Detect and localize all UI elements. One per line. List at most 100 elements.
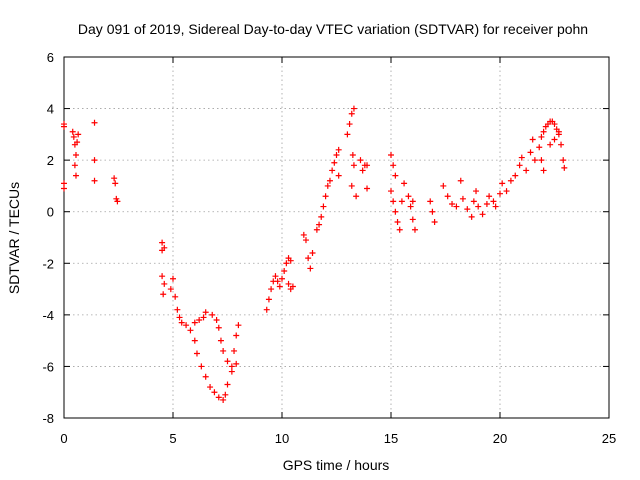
data-point [285,280,292,287]
data-point [468,213,475,220]
y-tick-label: 0 [47,205,54,220]
data-point [235,322,242,329]
data-point [72,172,79,179]
data-point [390,198,397,205]
data-point [61,123,67,130]
data-point [392,208,399,215]
axis-ticks: 0 5 10 15 20 25 -8 -6 -4 -2 0 2 4 6 [42,50,616,446]
data-point [215,324,222,331]
data-point [220,396,227,403]
data-point [265,296,272,303]
data-point [217,337,224,344]
data-point [523,167,530,174]
data-point [555,128,562,135]
data-point [215,394,222,401]
data-point [405,193,412,200]
y-tick-label: 4 [47,102,54,117]
data-point [453,203,460,210]
x-tick-label: 25 [602,431,616,446]
data-point [224,381,231,388]
data-point [540,167,547,174]
data-point [72,151,79,158]
data-point [281,268,288,275]
data-point [191,319,198,326]
data-point [473,188,480,195]
data-point [69,128,76,135]
x-tick-label: 5 [169,431,176,446]
data-point [398,198,405,205]
data-point [193,350,200,357]
data-point [91,119,98,126]
data-point [512,172,519,179]
data-point [538,133,545,140]
x-tick-label: 0 [60,431,67,446]
data-point [200,314,207,321]
data-point [479,211,486,218]
data-point [279,275,285,282]
y-tick-label: 6 [47,50,54,65]
data-point [401,180,408,187]
data-point [392,172,399,179]
data-point [320,203,327,210]
data-point [161,244,168,251]
data-point [289,283,296,290]
data-point [364,185,371,192]
data-point [440,182,447,189]
data-point [287,257,294,264]
data-point [431,219,438,226]
data-point [529,136,536,143]
data-point [160,291,167,298]
data-point [561,164,568,171]
data-point [309,249,316,256]
data-point [407,203,414,210]
data-point [302,237,309,244]
data-point [172,293,179,300]
data-point [527,149,534,156]
data-point [409,198,416,205]
data-point [70,133,77,140]
data-point [211,389,218,396]
data-point [159,273,166,280]
y-tick-label: -4 [42,308,54,323]
data-point [329,167,336,174]
x-tick-label: 15 [384,431,398,446]
x-tick-label: 10 [275,431,289,446]
data-point [322,193,329,200]
data-point [283,260,290,267]
data-point [350,105,357,112]
data-point [364,162,371,169]
data-point [348,110,355,117]
data-point [429,208,436,215]
data-point [207,384,214,391]
data-point [324,182,331,189]
data-point [335,172,342,179]
data-point [518,154,525,161]
data-point [74,139,81,146]
data-point [353,193,360,200]
data-point [228,368,235,375]
data-point [507,177,514,184]
data-point [558,141,565,148]
data-point [220,347,227,354]
data-point [91,177,98,184]
data-point [178,319,185,326]
data-point [540,128,547,135]
x-axis-label: GPS time / hours [283,457,390,473]
data-point [231,347,238,354]
y-tick-label: 2 [47,153,54,168]
data-point [486,193,493,200]
data-point [531,157,538,164]
data-point [394,219,401,226]
data-point [357,157,364,164]
data-point [331,159,338,166]
data-point [263,306,270,313]
data-point [359,167,366,174]
data-point [91,157,98,164]
data-point [560,157,567,164]
data-point [349,151,356,158]
data-point [202,309,209,316]
data-point [307,265,314,272]
data-point [411,226,418,233]
data-point [213,317,220,324]
